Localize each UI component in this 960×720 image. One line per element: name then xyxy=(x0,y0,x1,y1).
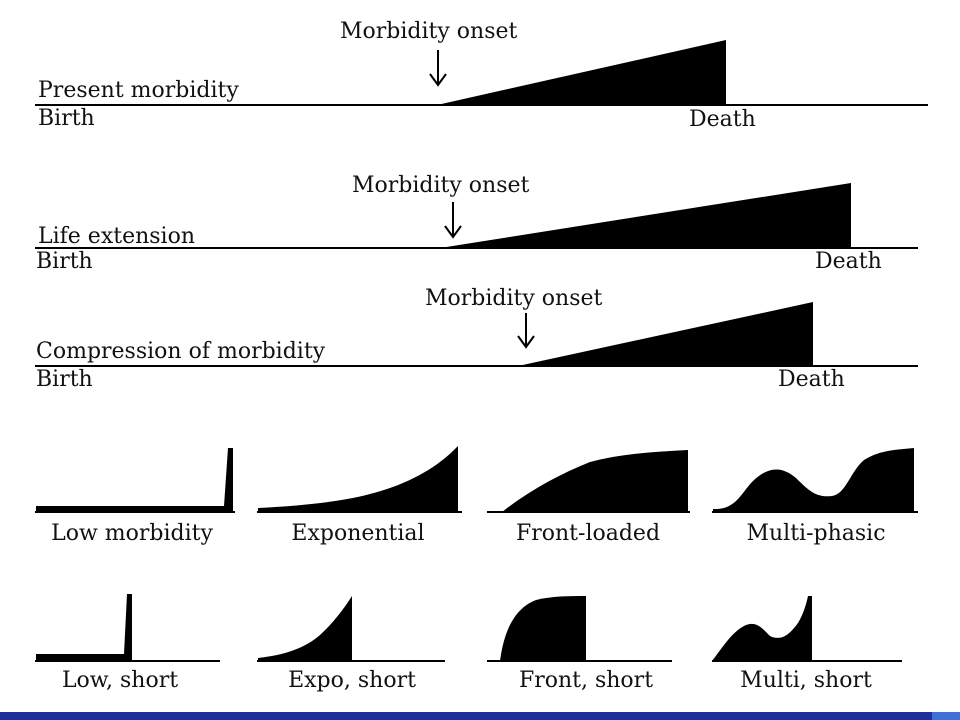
profile-front-short xyxy=(487,596,672,662)
birth-label: Birth xyxy=(38,106,95,131)
onset-label: Morbidity onset xyxy=(340,19,518,44)
profile-caption: Low, short xyxy=(61,668,179,693)
morbidity-wedge xyxy=(440,183,851,248)
profile-caption: Front-loaded xyxy=(515,521,661,546)
profile-expo-short xyxy=(257,596,445,662)
profile-low-short xyxy=(35,594,220,662)
down-arrow-icon xyxy=(517,313,535,349)
scenario-label: Compression of morbidity xyxy=(36,339,326,364)
profiles-long-row xyxy=(35,446,918,513)
profile-exponential xyxy=(257,446,462,513)
profiles-short-row xyxy=(35,594,902,662)
morbidity-wedge xyxy=(518,302,813,366)
scenario-life-extension xyxy=(35,183,918,249)
profile-caption: Multi-phasic xyxy=(746,521,886,546)
scenario-label: Life extension xyxy=(38,224,195,249)
footer-accent xyxy=(932,712,960,720)
scenario-compression-of-morbidity xyxy=(35,302,918,367)
footer-bar xyxy=(0,712,960,720)
scenario-label: Present morbidity xyxy=(38,78,239,103)
profile-caption: Exponential xyxy=(291,521,425,546)
profile-low-morbidity xyxy=(35,448,235,513)
down-arrow-icon xyxy=(429,50,447,87)
profile-caption: Front, short xyxy=(518,668,654,693)
onset-label: Morbidity onset xyxy=(352,173,530,198)
profile-caption: Multi, short xyxy=(740,668,872,693)
birth-label: Birth xyxy=(36,367,93,392)
death-label: Death xyxy=(689,107,756,132)
profile-front-loaded xyxy=(487,450,690,513)
birth-label: Birth xyxy=(36,249,93,274)
death-label: Death xyxy=(815,249,882,274)
scenario-present-morbidity xyxy=(35,40,928,106)
profile-multi-phasic xyxy=(712,448,918,513)
onset-label: Morbidity onset xyxy=(425,286,603,311)
death-label: Death xyxy=(778,367,845,392)
profile-multi-short xyxy=(712,596,902,662)
down-arrow-icon xyxy=(444,202,462,239)
profile-caption: Expo, short xyxy=(288,668,416,693)
morbidity-wedge xyxy=(437,40,726,105)
profile-caption: Low morbidity xyxy=(51,521,213,546)
